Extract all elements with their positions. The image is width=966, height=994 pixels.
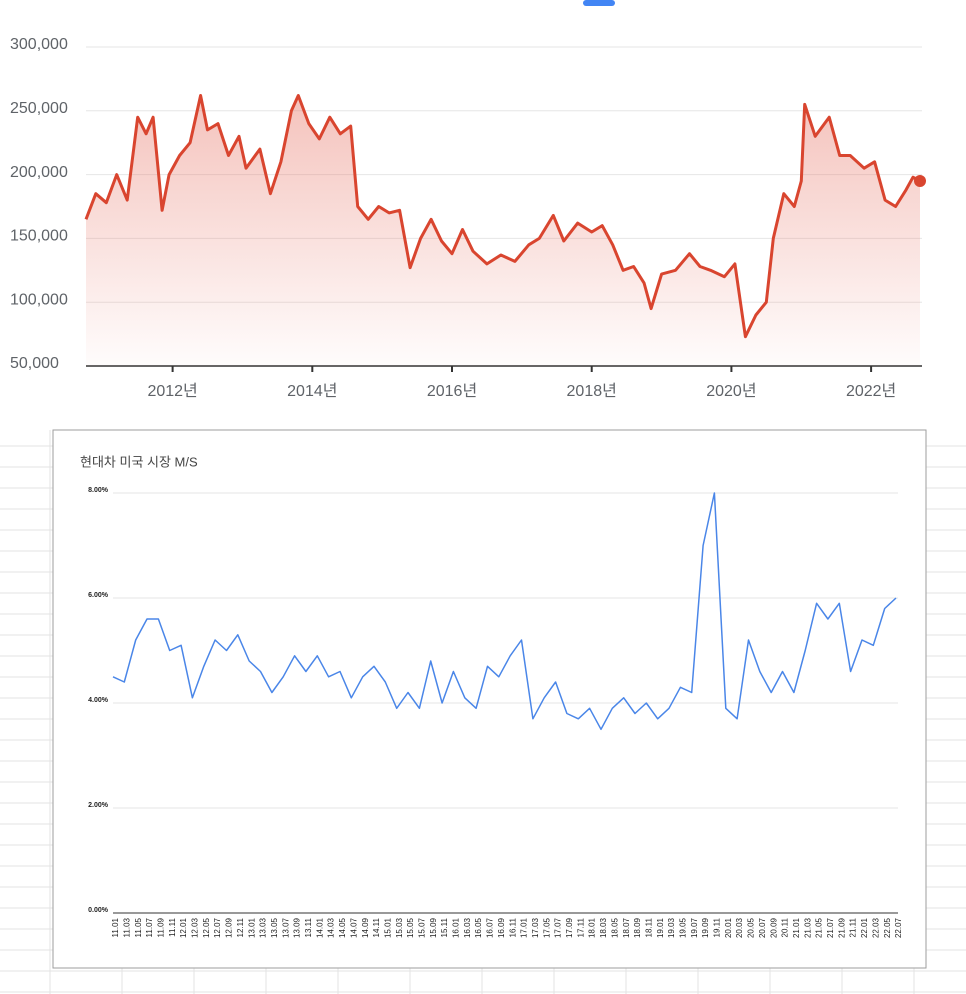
y-tick-label: 2.00% [88,802,109,809]
x-tick-label: 17.05 [542,917,551,938]
x-tick-label: 21.09 [837,917,846,938]
x-tick-label: 19.05 [679,917,688,938]
x-tick-label: 19.07 [690,917,699,938]
x-tick-label: 19.11 [713,917,722,937]
x-tick-label: 17.11 [576,917,585,937]
x-tick-label: 13.05 [270,917,279,938]
x-tick-label: 15.07 [418,917,427,938]
x-tick-label: 18.11 [644,917,653,937]
x-tick-label: 19.01 [656,917,665,938]
x-tick-label: 17.03 [531,917,540,938]
x-tick-label: 13.11 [304,917,313,937]
y-tick-label: 250,000 [10,100,68,117]
x-tick-label: 21.07 [826,917,835,938]
x-tick-label: 14.03 [327,917,336,938]
x-tick-label: 19.09 [701,917,710,938]
x-tick-label: 22.03 [871,917,880,938]
chart-frame [52,429,927,969]
x-tick-label: 2016년 [427,382,477,400]
x-tick-label: 14.11 [372,917,381,937]
x-tick-label: 15.11 [440,917,449,937]
x-tick-label: 13.09 [293,917,302,938]
line [84,94,921,339]
x-tick-label: 12.11 [236,917,245,937]
x-tick-label: 22.01 [860,917,869,938]
x-tick-label: 16.11 [508,917,517,937]
y-tick-label: 8.00% [88,487,109,494]
x-tick-label: 20.01 [724,917,733,938]
y-tick-label: 6.00% [88,592,109,599]
x-tick-label: 18.07 [622,917,631,938]
x-tick-label: 17.01 [520,917,529,938]
x-tick-label: 20.09 [769,917,778,938]
x-tick-label: 16.07 [486,917,495,938]
y-tick-label: 4.00% [88,697,109,704]
x-tick-label: 21.05 [815,917,824,938]
x-tick-label: 2014년 [287,382,337,400]
x-tick-label: 2022년 [846,382,896,400]
x-tick-label: 17.07 [554,917,563,938]
area [86,95,920,366]
y-tick-label: 300,000 [10,36,68,53]
x-tick-label: 17.09 [565,917,574,938]
x-tick-label: 13.03 [259,917,268,938]
x-tick-label: 22.05 [883,917,892,938]
x-tick-label: 12.03 [191,917,200,938]
end-dot [914,174,926,187]
x-tick-label: 19.03 [667,917,676,938]
x-tick-label: 21.03 [803,917,812,938]
x-tick-label: 11.07 [145,917,154,937]
x-tick-label: 14.05 [338,917,347,938]
x-tick-label: 14.07 [349,917,358,938]
x-tick-label: 22.07 [894,917,903,938]
tab-indicator [583,0,615,6]
x-tick-label: 16.05 [474,917,483,938]
x-tick-label: 12.09 [225,917,234,938]
x-tick-label: 18.05 [610,917,619,938]
y-tick-label: 100,000 [10,291,68,308]
x-tick-label: 11.01 [111,917,120,937]
chart-title: 현대차 미국 시장 M/S [80,454,198,469]
x-tick-label: 11.03 [122,917,131,937]
x-tick-label: 21.11 [849,917,858,937]
x-tick-label: 16.01 [452,917,461,938]
x-tick-label: 14.01 [315,917,324,938]
x-tick-label: 13.01 [247,917,256,938]
x-tick-label: 18.01 [588,917,597,938]
x-tick-label: 20.03 [735,917,744,938]
x-tick-label: 16.09 [497,917,506,938]
x-tick-label: 15.09 [429,917,438,938]
x-tick-label: 2020년 [706,382,756,400]
x-tick-label: 12.07 [213,917,222,938]
x-tick-label: 15.05 [406,917,415,938]
x-tick-label: 18.09 [633,917,642,938]
x-tick-label: 15.01 [383,917,392,938]
x-tick-label: 2012년 [147,382,197,400]
x-tick-label: 20.05 [747,917,756,938]
x-tick-label: 15.03 [395,917,404,938]
x-tick-label: 16.03 [463,917,472,938]
y-tick-label: 0.00% [88,907,109,914]
y-tick-label: 200,000 [10,164,68,181]
x-tick-label: 20.07 [758,917,767,938]
x-tick-label: 11.09 [157,917,166,937]
line [112,492,897,731]
x-tick-label: 20.11 [781,917,790,937]
x-tick-label: 11.05 [134,917,143,937]
x-tick-label: 13.07 [281,917,290,938]
x-tick-label: 12.01 [179,917,188,938]
x-tick-label: 21.01 [792,917,801,938]
y-tick-label: 150,000 [10,228,68,245]
x-tick-label: 14.09 [361,917,370,938]
x-tick-label: 18.03 [599,917,608,938]
x-tick-label: 12.05 [202,917,211,938]
x-tick-label: 11.11 [168,917,177,936]
x-tick-label: 2018년 [567,382,617,400]
y-tick-label: 50,000 [10,355,59,372]
